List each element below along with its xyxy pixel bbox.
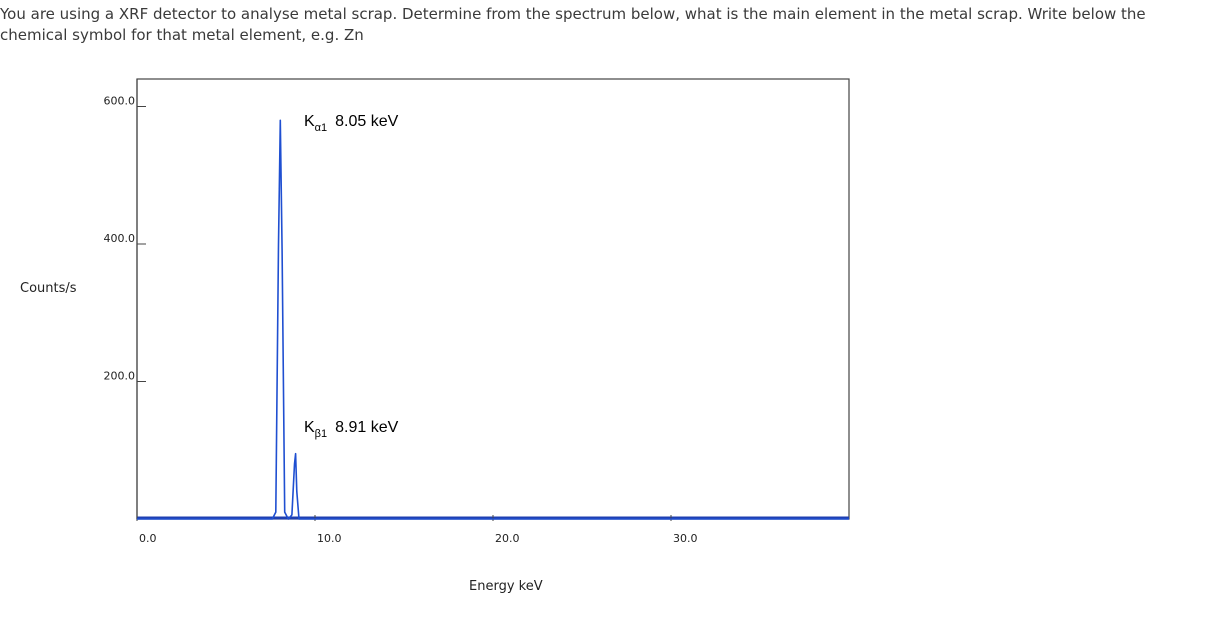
x-tick-label: 30.0: [673, 532, 698, 545]
spectrum-line: [137, 119, 849, 520]
x-tick-label: 20.0: [495, 532, 520, 545]
y-tick-label: 400.0: [104, 232, 136, 245]
y-ticks: 200.0 400.0 600.0: [104, 95, 146, 383]
y-tick-label: 200.0: [104, 370, 136, 383]
question-text: You are using a XRF detector to analyse …: [0, 5, 1146, 44]
peak-labels: Kα1 8.05 keV Kβ1 8.91 keV: [304, 113, 399, 440]
y-tick-label: 600.0: [104, 95, 136, 108]
series-group: [137, 119, 849, 520]
x-axis-title: Energy keV: [469, 579, 543, 594]
x-tick-label: 0.0: [139, 532, 157, 545]
x-ticks: 0.0 10.0 20.0 30.0: [136, 515, 698, 545]
y-axis-title: Counts/s: [20, 281, 77, 296]
peak-label: Kα1 8.05 keV: [304, 113, 399, 134]
plot-frame: [136, 78, 850, 520]
x-tick-label: 10.0: [317, 532, 342, 545]
peak-label: Kβ1 8.91 keV: [304, 419, 399, 440]
